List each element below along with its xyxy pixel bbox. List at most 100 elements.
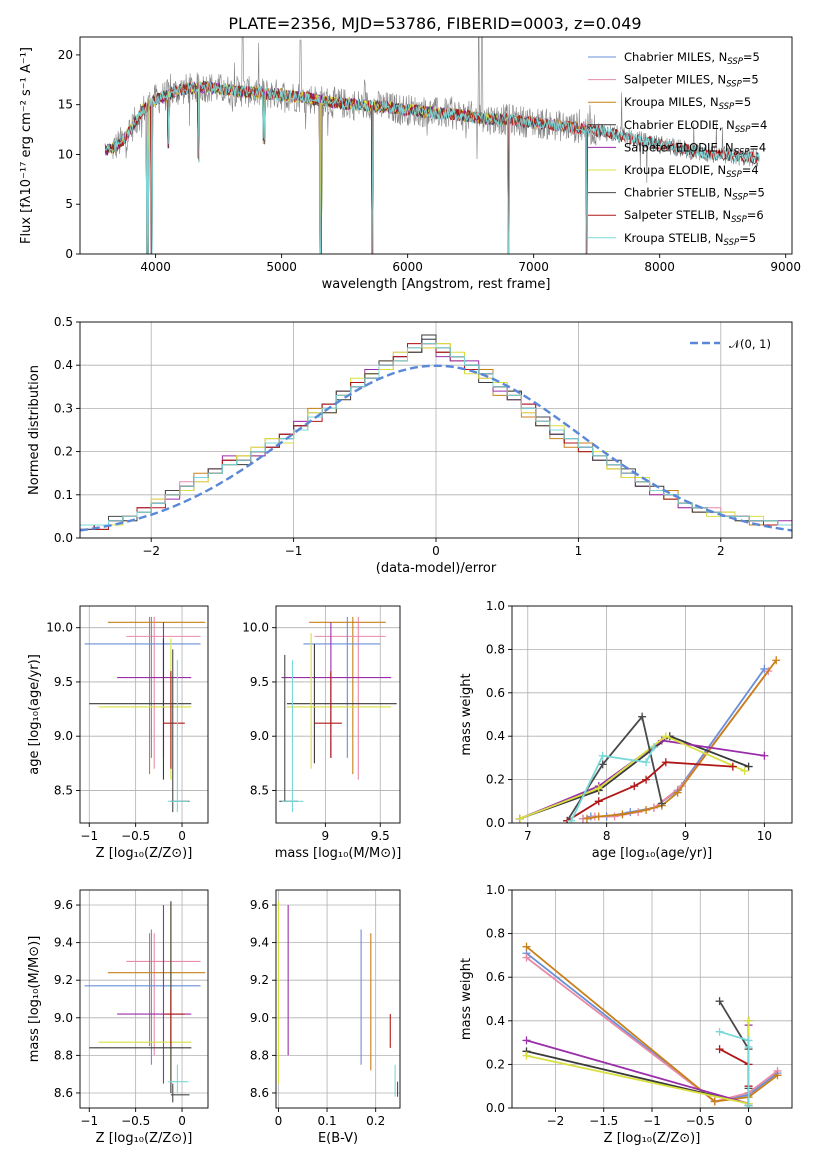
y-tick-label: 9.6	[250, 898, 269, 912]
x-tick-label: 7000	[518, 260, 549, 274]
axes-frame	[511, 605, 793, 824]
panel-mass-weight-vs-Z: −2 −1.5 −1 −0.5 0 0.0 0.2 0.4 0.6 0.8 1.0 Z [log₁₀(…	[459, 883, 793, 1146]
plus-marker	[598, 751, 607, 760]
legend-sub: SSP	[726, 170, 742, 180]
y-tick-label: 8.6	[54, 1086, 73, 1100]
legend-series-name: Salpeter STELIB	[624, 208, 715, 222]
panels-layer: 4000 5000 6000 7000 8000 900005101520waveleng…	[19, 36, 801, 1146]
plus-marker	[642, 758, 651, 767]
legend-sub: SSP	[724, 238, 740, 248]
plot-area	[512, 606, 792, 823]
axes-frame	[275, 605, 401, 824]
y-tick-label: 0.4	[486, 1014, 505, 1028]
legend-eq: =5	[742, 73, 759, 87]
plus-marker	[649, 743, 658, 752]
legend-label: Salpeter MILES, NSSP=5	[624, 73, 759, 90]
plus-marker	[610, 812, 619, 821]
x-tick-label: −2	[547, 1114, 565, 1128]
y-axis-label: Flux [fλ10⁻¹⁷ erg cm⁻² s⁻¹ A⁻¹]	[19, 47, 34, 244]
y-tick-label: 9.4	[250, 936, 269, 950]
plus-marker	[744, 1042, 753, 1051]
x-tick-label: −1.5	[589, 1114, 618, 1128]
y-tick-label: 9.5	[54, 675, 73, 689]
panel-residual-hist: −2 −1 0 1 2 0.0 0.1 0.2 0.3 0.4 0.5 (data-model)/er…	[27, 315, 793, 576]
plus-marker	[728, 762, 737, 771]
hist-step-kroupa-stelib	[80, 343, 792, 538]
legend-eq: =5	[739, 231, 756, 245]
y-tick-label: 0.0	[54, 531, 73, 545]
plus-marker	[715, 1027, 724, 1036]
x-tick-label: 9	[682, 829, 690, 843]
panel-age-vs-Z: −1 −0.5 0 8.5 9.0 9.5 10.0 Z [log₁₀(Z/Z⊙)] age […	[27, 605, 209, 861]
y-tick-label: 8.5	[250, 783, 269, 797]
figure-title: PLATE=2356, MJD=53786, FIBERID=0003, z=0…	[228, 14, 641, 33]
y-tick-label: 10.0	[46, 621, 73, 635]
legend-eq: =6	[747, 208, 764, 222]
x-tick-label: 5000	[266, 260, 297, 274]
y-tick-label: 8.6	[250, 1086, 269, 1100]
panel-spectrum: 4000 5000 6000 7000 8000 9000 0 5 10 15 20 waveleng…	[19, 36, 801, 292]
legend-sub: SSP	[727, 57, 743, 67]
y-tick-label: 1.0	[486, 883, 505, 897]
plus-marker	[522, 1036, 531, 1045]
y-tick-label: 0.2	[486, 773, 505, 787]
plus-marker	[594, 797, 603, 806]
x-axis-label: mass [log₁₀(M/M⊙)]	[275, 846, 402, 861]
legend-n: , N	[708, 231, 724, 245]
plus-marker	[594, 812, 603, 821]
axes-frame	[79, 605, 209, 824]
y-tick-label: 1.0	[486, 599, 505, 613]
plus-marker	[630, 782, 639, 791]
y-tick-label: 0.0	[486, 816, 505, 830]
x-tick-label: 1	[575, 544, 583, 558]
x-axis-label: Z [log₁₀(Z/Z⊙)]	[96, 846, 193, 861]
y-tick-label: 0.0	[486, 1101, 505, 1115]
legend-n: , N	[716, 186, 732, 200]
legend-label: Kroupa ELODIE, NSSP=4	[624, 163, 759, 180]
axes-frame	[511, 889, 793, 1109]
plus-marker	[567, 816, 576, 823]
plot-area	[80, 606, 208, 823]
y-tick-label: 0	[65, 247, 73, 261]
plus-marker	[515, 814, 524, 823]
x-axis-label: E(B-V)	[318, 1131, 358, 1146]
legend-series-name: Kroupa STELIB	[624, 231, 708, 245]
y-tick-label: 0.5	[54, 315, 73, 329]
plus-marker	[522, 953, 531, 962]
legend-n: , N	[710, 73, 726, 87]
normal-reference-curve	[80, 364, 792, 532]
plus-marker	[661, 758, 670, 767]
legend-n: , N	[703, 95, 719, 109]
y-tick-label: 8.5	[54, 783, 73, 797]
plot-area	[80, 890, 208, 1108]
plus-marker	[773, 1071, 782, 1080]
x-tick-label: 0.2	[366, 1114, 385, 1128]
legend-label: Chabrier STELIB, NSSP=5	[624, 186, 765, 203]
plus-marker	[744, 1016, 753, 1025]
x-tick-label: 7	[524, 829, 532, 843]
legend-eq: =5	[743, 50, 760, 64]
plot-age-vs-Z	[80, 606, 208, 823]
plus-marker	[522, 1051, 531, 1060]
legend-series-name: Salpeter MILES	[624, 73, 710, 87]
y-tick-label: 0.1	[54, 488, 73, 502]
legend-series-name: Chabrier MILES	[624, 50, 711, 64]
plot-area	[276, 606, 400, 823]
x-tick-label: 9	[322, 829, 330, 843]
plus-marker	[740, 766, 749, 775]
plot-age-vs-mass	[276, 606, 400, 823]
y-tick-label: 5	[65, 197, 73, 211]
plus-marker	[744, 762, 753, 771]
plus-marker	[772, 656, 781, 665]
y-tick-label: 9.0	[250, 729, 269, 743]
plus-marker	[642, 805, 651, 814]
x-axis-label: (data-model)/error	[376, 561, 497, 576]
legend-sub: SSP	[734, 147, 750, 157]
panel-mass-vs-ebv: 0 0.1 0.2 8.6 8.8 9.0 9.2 9.4 9.6 E(B-V)	[250, 889, 401, 1146]
plus-marker	[673, 788, 682, 797]
x-tick-label: 10	[757, 829, 772, 843]
x-tick-label: 6000	[392, 260, 423, 274]
y-tick-label: 9.5	[250, 675, 269, 689]
y-tick-label: 9.2	[54, 973, 73, 987]
y-tick-label: 9.0	[54, 1011, 73, 1025]
